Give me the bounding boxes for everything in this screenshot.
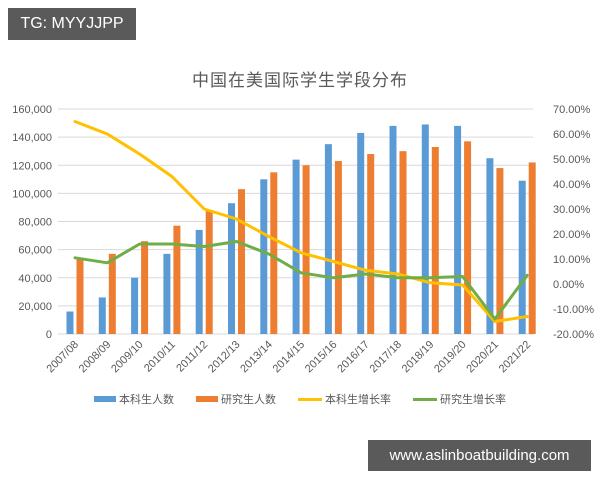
x-axis-tick-label: 2007/08 [45, 339, 82, 376]
bar [66, 311, 74, 334]
x-axis-tick-label: 2008/09 [77, 339, 114, 376]
bar [421, 124, 429, 334]
left-axis-tick-label: 100,000 [12, 188, 52, 200]
growth-line [73, 240, 529, 321]
bar [367, 154, 375, 334]
legend: 本科生人数 研究生人数 本科生增长率 研究生增长率 [0, 391, 600, 407]
legend-label: 研究生增长率 [440, 393, 506, 406]
bar [98, 297, 106, 334]
x-axis-tick-label: 2018/19 [400, 339, 437, 376]
legend-swatch-bar-icon [196, 396, 218, 402]
bar [260, 179, 268, 334]
bar [518, 180, 526, 334]
right-axis-tick-label: 10.00% [553, 254, 591, 266]
bars [66, 124, 536, 334]
bar [173, 225, 181, 334]
right-axis-tick-label: 20.00% [553, 229, 591, 241]
right-axis-tick-label: -20.00% [553, 329, 594, 341]
legend-label: 本科生增长率 [325, 393, 391, 406]
bar [357, 132, 365, 334]
bar [431, 146, 439, 334]
x-axis-tick-label: 2016/17 [335, 339, 372, 376]
left-axis-tick-label: 0 [46, 329, 52, 341]
bar [205, 210, 213, 334]
x-axis-labels: 2007/082008/092009/102010/112011/122012/… [45, 339, 534, 376]
legend-label: 本科生人数 [119, 393, 174, 406]
x-axis-tick-label: 2015/16 [303, 339, 340, 376]
right-axis-tick-label: 0.00% [553, 279, 584, 291]
bar [496, 168, 504, 334]
left-axis-tick-label: 160,000 [12, 104, 52, 116]
left-axis-tick-label: 20,000 [18, 301, 52, 313]
bar [228, 203, 235, 334]
bar [334, 161, 342, 334]
bar [324, 144, 332, 334]
legend-item-grad-growth: 研究生增长率 [413, 391, 506, 407]
chart-title: 中国在美国际学生学段分布 [192, 71, 408, 91]
right-axis-tick-label: -10.00% [553, 304, 594, 316]
bar [108, 253, 116, 334]
left-axis-ticks: 0 20,000 40,000 60,000 80,000 100,000 120,000 1… [12, 104, 52, 341]
right-axis-tick-label: 30.00% [553, 204, 591, 216]
x-axis-tick-label: 2010/11 [142, 339, 178, 375]
right-axis-tick-label: 40.00% [553, 179, 591, 191]
watermark-top-badge: TG: MYYJJPP [8, 8, 136, 40]
left-axis-tick-label: 140,000 [12, 132, 52, 144]
right-axis-tick-label: 70.00% [553, 104, 591, 116]
legend-swatch-bar-icon [94, 396, 116, 402]
bar [238, 189, 245, 334]
bar [454, 125, 462, 334]
bar [389, 125, 397, 334]
left-axis-tick-label: 120,000 [12, 160, 52, 172]
x-axis-tick-label: 2012/13 [206, 339, 243, 376]
right-axis-tick-label: 50.00% [553, 154, 591, 166]
bar [302, 165, 310, 334]
legend-label: 研究生人数 [221, 393, 276, 406]
x-axis-tick-label: 2011/12 [174, 339, 210, 375]
bar [464, 141, 472, 334]
legend-item-undergrad-count: 本科生人数 [94, 391, 174, 407]
x-axis-tick-label: 2020/21 [464, 339, 501, 376]
right-axis-tick-label: 60.00% [553, 129, 591, 141]
bar [292, 159, 300, 334]
x-axis-tick-label: 2013/14 [238, 339, 275, 376]
bar [163, 253, 171, 334]
bar [528, 162, 536, 334]
bar [399, 151, 407, 334]
combo-chart: 0 20,000 40,000 60,000 80,000 100,000 120,000 1… [12, 104, 594, 376]
right-axis-ticks: -20.00% -10.00% 0.00% 10.00% 20.00% 30.00% 40.… [553, 104, 594, 341]
x-axis-tick-label: 2019/20 [432, 339, 469, 376]
bar [131, 277, 139, 334]
bar [141, 241, 149, 334]
x-axis-tick-label: 2014/15 [271, 339, 308, 376]
legend-swatch-line-icon [413, 397, 437, 401]
x-axis-tick-label: 2017/18 [368, 339, 405, 376]
legend-swatch-line-icon [298, 397, 322, 401]
x-axis-tick-label: 2021/22 [497, 339, 534, 376]
left-axis-tick-label: 60,000 [18, 245, 52, 257]
bar [486, 158, 494, 334]
bar [76, 259, 84, 334]
legend-item-undergrad-growth: 本科生增长率 [298, 391, 391, 407]
x-axis-tick-label: 2009/10 [109, 339, 146, 376]
bar [195, 229, 203, 334]
legend-item-grad-count: 研究生人数 [196, 391, 276, 407]
left-axis-tick-label: 40,000 [18, 273, 52, 285]
growth-line [73, 120, 529, 323]
left-axis-tick-label: 80,000 [18, 217, 52, 229]
lines [73, 120, 529, 323]
bar [270, 172, 278, 334]
watermark-bottom-badge: www.aslinboatbuilding.com [368, 440, 591, 471]
